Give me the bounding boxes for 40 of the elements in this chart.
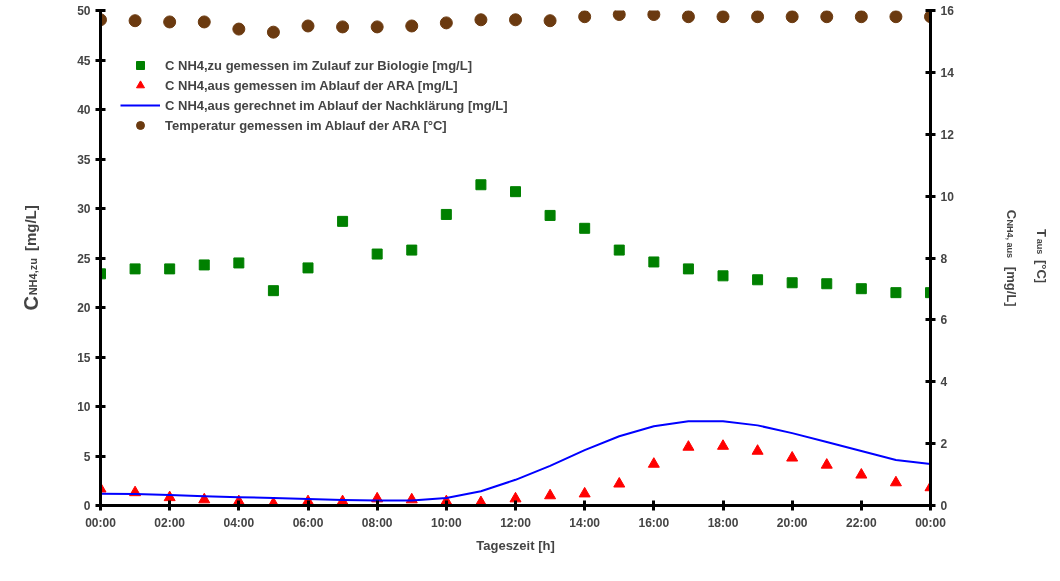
y-axis-title: CNH4,zu [mg/L] [19,205,42,311]
y2-tick-label: 14 [940,65,955,80]
y2-tick-label: 4 [940,375,948,390]
y2-tick-label: 8 [940,251,948,266]
x-tick-label: 20:00 [776,515,808,530]
legend-label: C NH4,aus gemessen im Ablauf der ARA [mg/L] [165,77,458,93]
y-tick-label: 30 [77,202,91,216]
legend-label: C NH4,zu gemessen im Zulauf zur Biologie [mg/L] [165,57,472,73]
y-tick-label: 45 [77,53,91,68]
legend-label: Temperatur gemessen im Ablauf der ARA [°C] [165,117,447,133]
y-tick-label: 35 [77,152,91,167]
x-tick-label: 08:00 [361,515,393,530]
y2-tick-label: 0 [940,499,948,513]
x-tick-label: 04:00 [223,515,255,530]
x-tick-label: 12:00 [500,515,532,530]
text: CNH4, aus [mg/L] Taus [°C] [1004,209,1049,307]
x-axis-title: Tageszeit [h] [476,537,555,553]
x-tick-label: 02:00 [154,515,186,530]
x-tick-label: 00:00 [85,515,117,530]
x-tick-label: 16:00 [638,515,670,530]
y2-tick-label: 12 [940,127,955,142]
x-tick-label: 00:00 [915,515,947,530]
y-tick-label: 15 [77,350,91,365]
y2-tick-label: 6 [940,313,948,328]
y2-tick-label: 10 [940,189,955,204]
y-tick-label: 25 [77,251,91,266]
x-tick-label: 18:00 [707,515,739,530]
y-tick-label: 0 [83,499,91,513]
y-tick-label: 50 [77,4,91,18]
y-tick-label: 10 [77,400,91,414]
x-tick-label: 06:00 [292,515,324,530]
x-tick-label: 22:00 [845,515,878,530]
y2-tick-label: 2 [940,437,948,452]
y-tick-label: 20 [77,301,91,315]
y-tick-label: 40 [77,103,91,117]
y2-tick-label: 16 [940,4,955,18]
x-tick-label: 10:00 [430,515,463,530]
x-tick-label: 14:00 [569,515,601,530]
y-tick-label: 5 [83,449,91,464]
legend-label: C NH4,aus gerechnet im Ablauf der Nachklärung [mg/L] [165,97,508,113]
